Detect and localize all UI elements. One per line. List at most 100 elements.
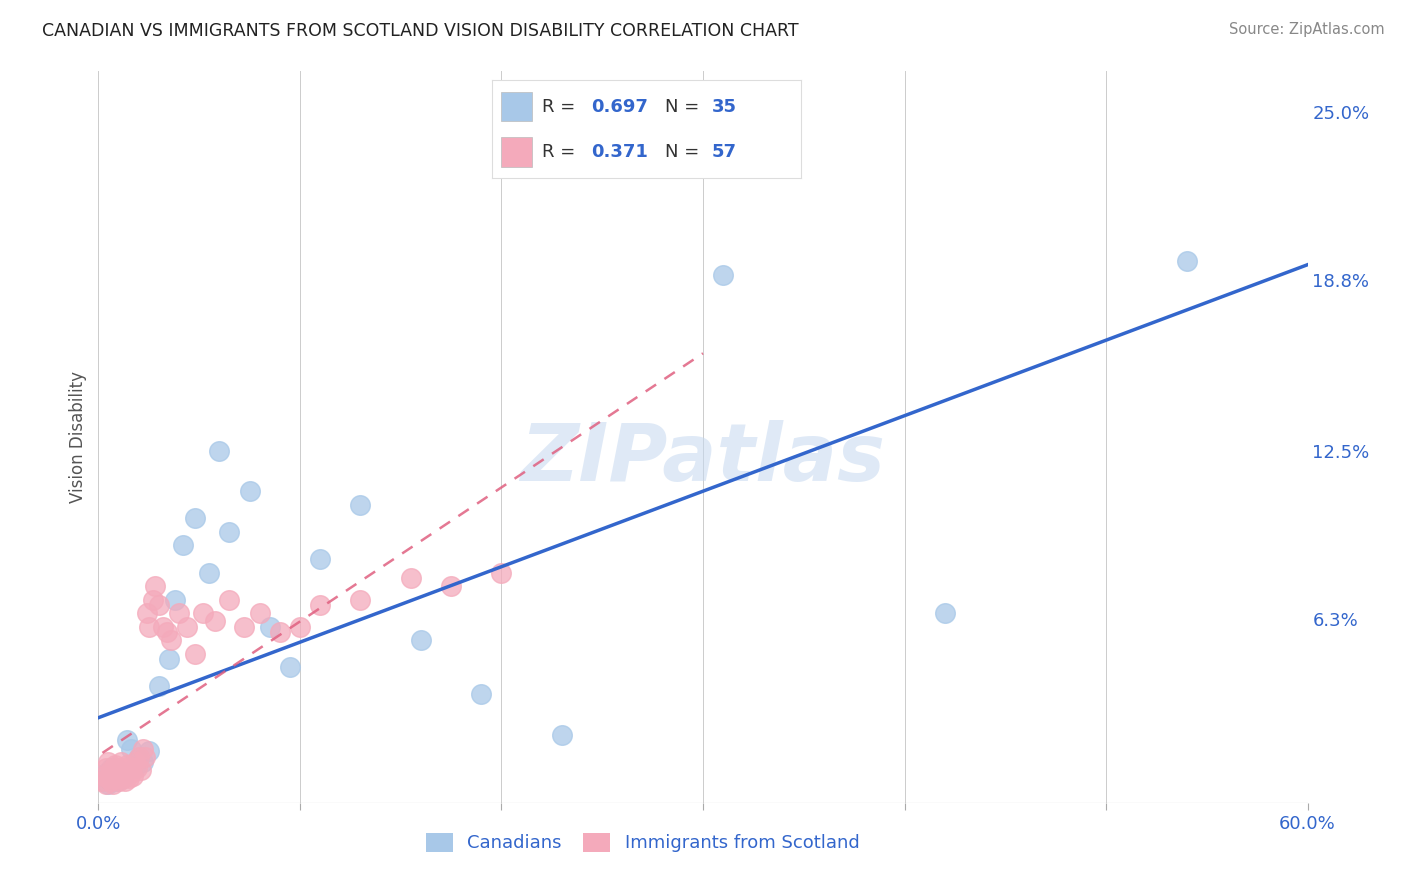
Point [121, 769, 143, 783]
Point [124, 761, 146, 775]
Point [399, 571, 422, 585]
Text: 57: 57 [711, 143, 737, 161]
Point [111, 772, 134, 786]
Point [105, 774, 128, 789]
Point [198, 566, 221, 580]
Point [120, 766, 142, 780]
Point [148, 679, 170, 693]
Point [218, 592, 240, 607]
Point [309, 552, 332, 566]
Point [97, 772, 120, 786]
Point [105, 772, 128, 786]
FancyBboxPatch shape [502, 137, 533, 167]
Point [111, 772, 134, 786]
Point [470, 688, 492, 702]
Point [309, 598, 332, 612]
Point [440, 579, 463, 593]
Point [160, 633, 183, 648]
Point [101, 777, 124, 791]
Point [218, 524, 240, 539]
Text: 0.371: 0.371 [591, 143, 648, 161]
Point [156, 625, 179, 640]
Point [132, 755, 155, 769]
Point [157, 652, 180, 666]
Text: R =: R = [541, 98, 581, 116]
Point [103, 769, 125, 783]
Point [118, 772, 141, 786]
Point [143, 579, 166, 593]
Point [491, 566, 513, 580]
Point [129, 764, 152, 778]
Point [107, 764, 129, 778]
Point [101, 772, 124, 786]
Point [103, 757, 125, 772]
Point [93, 769, 115, 783]
Point [711, 268, 734, 282]
Point [551, 728, 574, 742]
Point [114, 766, 136, 780]
Point [107, 774, 129, 789]
Text: CANADIAN VS IMMIGRANTS FROM SCOTLAND VISION DISABILITY CORRELATION CHART: CANADIAN VS IMMIGRANTS FROM SCOTLAND VIS… [42, 22, 799, 40]
Point [111, 761, 134, 775]
Point [96, 766, 118, 780]
Point [409, 633, 432, 648]
Point [288, 620, 311, 634]
Point [184, 647, 207, 661]
Point [184, 511, 207, 525]
Point [172, 538, 194, 552]
Text: 0.697: 0.697 [591, 98, 648, 116]
Point [269, 625, 291, 640]
Point [204, 615, 226, 629]
Point [115, 769, 138, 783]
Point [110, 769, 132, 783]
Text: Source: ZipAtlas.com: Source: ZipAtlas.com [1229, 22, 1385, 37]
Point [349, 592, 371, 607]
Point [176, 620, 198, 634]
Point [100, 774, 122, 789]
Point [101, 769, 124, 783]
Point [239, 484, 262, 499]
Text: N =: N = [665, 143, 706, 161]
Text: ZIPatlas: ZIPatlas [520, 420, 886, 498]
Point [167, 606, 190, 620]
Point [100, 764, 122, 778]
Point [152, 620, 174, 634]
Text: 35: 35 [711, 98, 737, 116]
Text: R =: R = [541, 143, 581, 161]
Point [142, 592, 165, 607]
Point [148, 598, 170, 612]
Point [110, 755, 132, 769]
Point [249, 606, 271, 620]
Point [278, 660, 301, 674]
Point [232, 620, 254, 634]
Point [115, 733, 138, 747]
Point [1175, 254, 1198, 268]
Point [97, 755, 120, 769]
Point [114, 774, 136, 789]
Point [208, 443, 231, 458]
Point [934, 606, 956, 620]
Point [103, 766, 125, 780]
Point [128, 749, 150, 764]
Point [124, 755, 146, 769]
Point [91, 774, 114, 789]
Point [125, 761, 148, 775]
Point [138, 620, 160, 634]
Text: N =: N = [665, 98, 706, 116]
Point [128, 749, 150, 764]
Point [193, 606, 215, 620]
Point [120, 741, 142, 756]
Point [105, 761, 128, 775]
Point [107, 764, 129, 778]
Point [259, 620, 281, 634]
Point [349, 498, 371, 512]
Point [115, 757, 138, 772]
Point [96, 761, 118, 775]
Point [97, 777, 120, 791]
Point [93, 774, 115, 789]
FancyBboxPatch shape [502, 92, 533, 121]
Point [96, 777, 118, 791]
Point [132, 741, 155, 756]
Legend: Canadians, Immigrants from Scotland: Canadians, Immigrants from Scotland [419, 826, 866, 860]
Point [138, 744, 160, 758]
